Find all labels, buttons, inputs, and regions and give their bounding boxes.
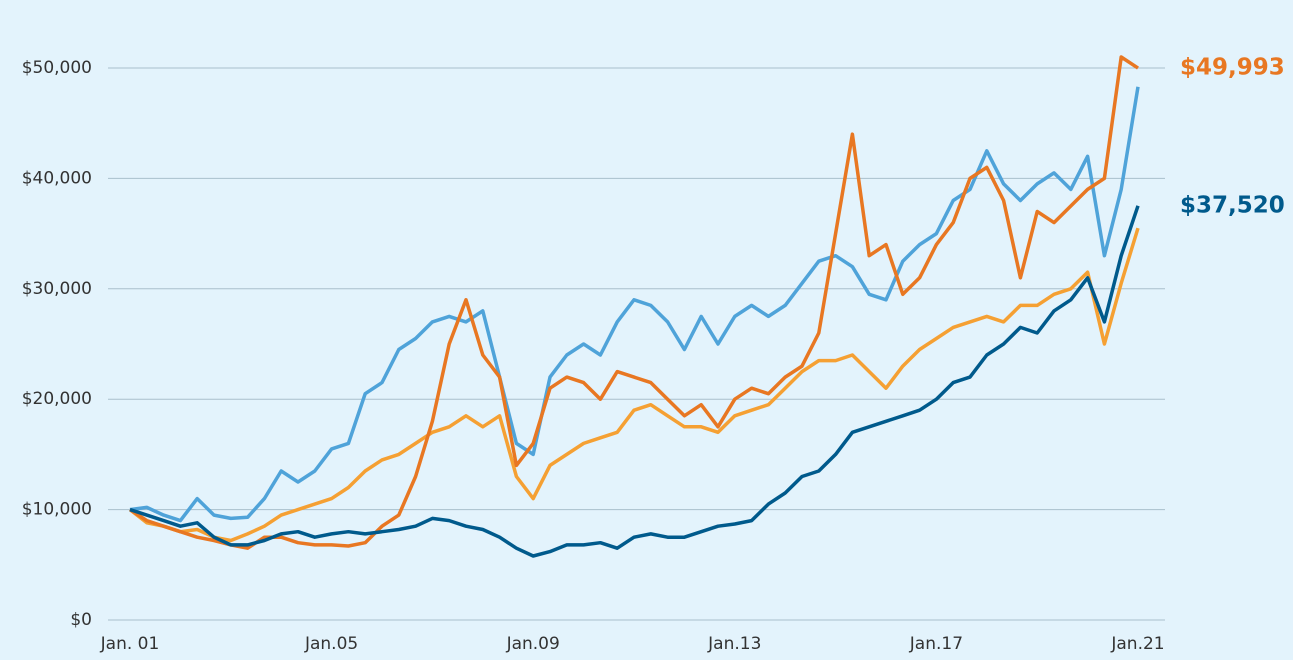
x-tick-label: Jan.21 [1110,634,1164,654]
series-line [128,227,1140,543]
x-tick-label: Jan.05 [304,634,358,654]
x-tick-label: Jan. 01 [100,634,160,654]
series-line [129,205,1140,558]
value-label: $37,520 [1180,192,1285,218]
y-tick-label: $0 [70,610,92,630]
y-tick-label: $50,000 [22,58,92,78]
y-tick-label: $30,000 [22,279,92,299]
y-tick-label: $20,000 [22,389,92,409]
series-line [129,55,1139,550]
value-label: $49,993 [1180,55,1285,81]
x-tick-label: Jan.13 [707,634,761,654]
y-tick-label: $10,000 [22,500,92,520]
x-tick-label: Jan.17 [909,634,963,654]
x-tick-label: Jan.09 [506,634,560,654]
y-tick-label: $40,000 [22,168,92,188]
series-line [129,86,1140,523]
